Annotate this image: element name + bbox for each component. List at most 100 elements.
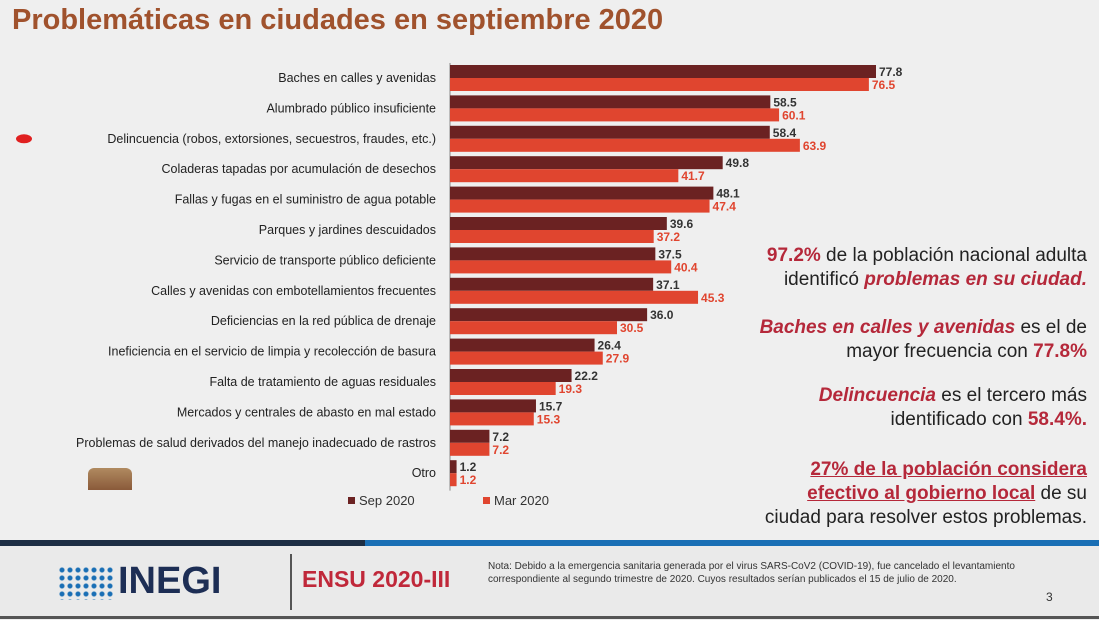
callout-pct: 77.8% — [1033, 341, 1087, 362]
callout-emph: Baches en calles y avenidas — [759, 317, 1016, 338]
page-number: 3 — [1046, 590, 1053, 604]
bar-sep-2020 — [450, 429, 490, 443]
footer-stripe — [0, 540, 1099, 546]
callout-pct: 97.2% — [766, 245, 821, 266]
bar-mar-2020 — [450, 260, 672, 274]
data-label: 15.7 — [539, 399, 563, 413]
bar-mar-2020 — [450, 169, 679, 183]
inegi-dots-icon — [58, 566, 114, 600]
category-label: Servicio de transporte público deficient… — [214, 253, 436, 267]
data-label: 30.5 — [620, 321, 644, 335]
callout-population: 97.2% de la población nacional adulta id… — [767, 244, 1087, 292]
data-label: 37.2 — [657, 230, 681, 244]
bar-sep-2020 — [450, 399, 536, 413]
callout-text: mayor frecuencia con — [846, 341, 1034, 362]
bar-chart: Baches en calles y avenidas 77.876.5 Alumb… — [16, 63, 903, 508]
category-label: Ineficiencia en el servicio de limpia y … — [108, 345, 436, 359]
callout-text: de su — [1035, 483, 1088, 504]
callout-text: es el tercero más — [936, 385, 1087, 406]
data-label: 60.1 — [782, 108, 806, 122]
callout-emph: 27% de la población considera — [810, 459, 1087, 480]
data-label: 40.4 — [674, 260, 698, 274]
bar-mar-2020 — [450, 108, 780, 122]
data-label: 63.9 — [803, 139, 827, 153]
category-label: Alumbrado público insuficiente — [266, 101, 436, 115]
bar-mar-2020 — [450, 382, 556, 395]
callout-text: identificado con — [890, 409, 1028, 430]
data-label: 36.0 — [650, 308, 674, 322]
bar-sep-2020 — [450, 308, 648, 322]
data-label: 22.2 — [575, 369, 599, 383]
bar-sep-2020 — [450, 247, 656, 261]
bar-mar-2020 — [450, 230, 654, 243]
legend-label: Mar 2020 — [494, 493, 549, 508]
bar-sep-2020 — [450, 65, 876, 78]
callout-emph: problemas en su ciudad. — [864, 269, 1087, 290]
data-label: 37.1 — [656, 278, 680, 292]
data-label: 1.2 — [460, 473, 477, 487]
bar-sep-2020 — [450, 156, 723, 170]
callout-emph: Delincuencia — [818, 385, 936, 406]
callout-text: es el de — [1015, 317, 1087, 338]
category-label: Coladeras tapadas por acumulación de des… — [162, 162, 436, 176]
data-label: 77.8 — [879, 65, 903, 79]
legend-label: Sep 2020 — [359, 493, 415, 508]
highlight-dot-icon — [16, 134, 32, 144]
callout-baches: Baches en calles y avenidas es el de may… — [760, 316, 1087, 364]
legend-swatch — [348, 497, 355, 504]
data-label: 1.2 — [460, 460, 477, 474]
data-label: 37.5 — [658, 247, 682, 261]
bar-mar-2020 — [450, 412, 534, 426]
bar-mar-2020 — [450, 351, 603, 365]
data-label: 27.9 — [606, 352, 630, 366]
category-label: Deficiencias en la red pública de drenaj… — [211, 314, 436, 328]
category-label: Calles y avenidas con embotellamientos f… — [151, 284, 436, 298]
category-label: Otro — [412, 466, 436, 480]
bar-sep-2020 — [450, 217, 667, 230]
bar-sep-2020 — [450, 95, 771, 109]
bar-sep-2020 — [450, 460, 457, 474]
bar-mar-2020 — [450, 442, 490, 456]
category-label: Falta de tratamiento de aguas residuales — [209, 375, 436, 389]
callout-emph: efectivo al gobierno local — [807, 483, 1036, 504]
data-label: 15.3 — [537, 412, 561, 426]
data-label: 39.6 — [670, 217, 694, 231]
bar-sep-2020 — [450, 369, 572, 382]
data-label: 76.5 — [872, 78, 896, 92]
data-label: 49.8 — [726, 156, 750, 170]
bar-mar-2020 — [450, 138, 800, 152]
data-label: 26.4 — [598, 339, 622, 353]
data-label: 7.2 — [492, 430, 509, 444]
data-label: 58.5 — [773, 95, 797, 109]
bar-mar-2020 — [450, 290, 699, 304]
page-title: Problemáticas en ciudades en septiembre … — [12, 4, 664, 36]
category-label: Mercados y centrales de abasto en mal es… — [177, 405, 436, 419]
category-label: Parques y jardines descuidados — [259, 223, 436, 237]
divider — [290, 554, 292, 610]
category-label: Problemas de salud derivados del manejo … — [76, 436, 436, 450]
bar-sep-2020 — [450, 277, 654, 291]
bar-mar-2020 — [450, 199, 710, 213]
data-label: 47.4 — [713, 200, 737, 214]
gobierno-mexico-logo — [82, 468, 138, 516]
callout-text: identificó — [783, 269, 865, 290]
footer: INEGI ENSU 2020-III Nota: Debido a la em… — [0, 546, 1099, 619]
bar-mar-2020 — [450, 321, 618, 335]
footnote: Nota: Debido a la emergencia sanitaria g… — [488, 561, 1015, 585]
footer-stripe-dark — [0, 540, 365, 546]
bar-sep-2020 — [450, 186, 714, 200]
category-label: Fallas y fugas en el suministro de agua … — [175, 193, 436, 207]
category-label: Delincuencia (robos, extorsiones, secues… — [107, 132, 436, 146]
category-label: Baches en calles y avenidas — [278, 71, 436, 85]
bar-sep-2020 — [450, 125, 770, 139]
callout-text: ciudad para resolver estos problemas. — [764, 507, 1087, 528]
data-label: 19.3 — [559, 382, 583, 396]
data-label: 58.4 — [773, 126, 797, 140]
legend-swatch — [483, 497, 490, 504]
data-label: 7.2 — [492, 443, 509, 457]
survey-name: ENSU 2020-III — [302, 566, 451, 592]
bar-sep-2020 — [450, 338, 595, 352]
callout-delincuencia: Delincuencia es el tercero más identific… — [819, 384, 1087, 432]
callout-text: de la población nacional adulta — [820, 245, 1087, 266]
data-label: 45.3 — [701, 291, 725, 305]
